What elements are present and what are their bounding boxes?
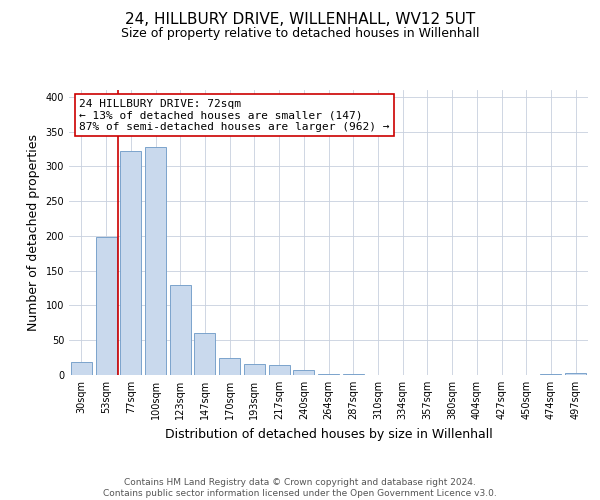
- Bar: [194, 332, 215, 375]
- Bar: [170, 286, 191, 375]
- Bar: [95, 236, 116, 375]
- Bar: [120, 151, 141, 375]
- X-axis label: Distribution of detached houses by size in Willenhall: Distribution of detached houses by size …: [164, 428, 493, 440]
- Text: 24 HILLBURY DRIVE: 72sqm
← 13% of detached houses are smaller (147)
87% of semi-: 24 HILLBURY DRIVE: 72sqm ← 13% of detach…: [79, 98, 390, 132]
- Bar: [219, 358, 240, 375]
- Bar: [145, 147, 166, 375]
- Bar: [244, 364, 265, 375]
- Text: 24, HILLBURY DRIVE, WILLENHALL, WV12 5UT: 24, HILLBURY DRIVE, WILLENHALL, WV12 5UT: [125, 12, 475, 28]
- Bar: [343, 374, 364, 375]
- Bar: [565, 373, 586, 375]
- Bar: [293, 370, 314, 375]
- Y-axis label: Number of detached properties: Number of detached properties: [27, 134, 40, 331]
- Text: Contains HM Land Registry data © Crown copyright and database right 2024.
Contai: Contains HM Land Registry data © Crown c…: [103, 478, 497, 498]
- Bar: [269, 366, 290, 375]
- Bar: [318, 374, 339, 375]
- Bar: [71, 362, 92, 375]
- Text: Size of property relative to detached houses in Willenhall: Size of property relative to detached ho…: [121, 28, 479, 40]
- Bar: [541, 374, 562, 375]
